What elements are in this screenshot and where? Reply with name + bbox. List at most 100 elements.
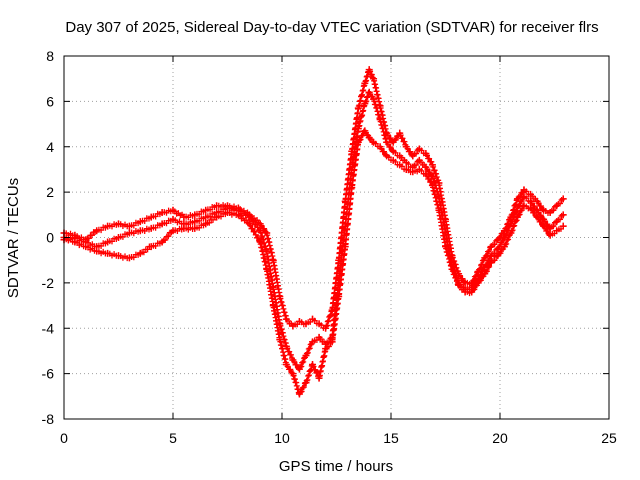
series-track-c bbox=[60, 127, 567, 398]
data-point bbox=[289, 370, 297, 378]
data-point bbox=[409, 168, 417, 176]
data-point bbox=[361, 127, 369, 135]
data-point bbox=[533, 213, 541, 221]
data-point bbox=[513, 204, 521, 212]
data-point bbox=[396, 129, 404, 137]
x-tick-label: 5 bbox=[169, 430, 177, 446]
data-point bbox=[263, 229, 271, 237]
data-point bbox=[396, 161, 404, 169]
data-point bbox=[546, 209, 554, 217]
x-tick-label: 20 bbox=[492, 430, 508, 446]
data-point bbox=[468, 288, 476, 296]
data-point bbox=[202, 220, 210, 228]
y-tick-label: 6 bbox=[46, 93, 54, 109]
data-point bbox=[115, 220, 122, 228]
data-point bbox=[282, 315, 290, 323]
data-point bbox=[115, 234, 122, 241]
data-point bbox=[422, 163, 430, 171]
data-point bbox=[256, 238, 264, 246]
data-point bbox=[295, 365, 303, 373]
data-point bbox=[82, 243, 90, 251]
data-point bbox=[461, 279, 469, 287]
data-point bbox=[428, 161, 436, 169]
data-point bbox=[428, 172, 436, 180]
data-point bbox=[409, 152, 417, 160]
data-point bbox=[263, 265, 271, 273]
data-point bbox=[520, 202, 528, 210]
data-point bbox=[328, 338, 336, 346]
data-point bbox=[435, 206, 443, 214]
data-point bbox=[513, 213, 521, 221]
data-point bbox=[289, 322, 297, 330]
data-point bbox=[540, 206, 548, 214]
data-point bbox=[309, 338, 317, 346]
data-point bbox=[302, 379, 310, 387]
data-point bbox=[125, 229, 133, 237]
data-point bbox=[422, 170, 430, 178]
data-point bbox=[93, 247, 101, 255]
data-point bbox=[191, 211, 199, 219]
data-point bbox=[494, 236, 502, 244]
y-tick-label: -8 bbox=[42, 411, 55, 427]
y-tick-label: -4 bbox=[42, 320, 55, 336]
data-point bbox=[365, 134, 373, 142]
data-point bbox=[169, 215, 177, 223]
data-point bbox=[383, 138, 391, 146]
data-point bbox=[402, 165, 410, 173]
data-point bbox=[376, 102, 384, 110]
y-tick-label: 4 bbox=[46, 139, 54, 155]
y-axis-label: SDTVAR / TECUs bbox=[5, 178, 22, 298]
data-point bbox=[442, 243, 449, 251]
data-point bbox=[341, 243, 349, 251]
data-point bbox=[527, 190, 535, 198]
data-point bbox=[553, 202, 561, 210]
data-point bbox=[415, 145, 423, 153]
data-point bbox=[71, 238, 79, 246]
data-point bbox=[376, 143, 384, 151]
x-tick-label: 0 bbox=[60, 430, 68, 446]
data-point bbox=[180, 213, 188, 221]
data-point bbox=[136, 227, 144, 235]
data-point bbox=[370, 95, 378, 103]
data-layer bbox=[60, 66, 567, 398]
y-tick-label: 2 bbox=[46, 184, 54, 200]
data-point bbox=[180, 224, 188, 232]
data-point bbox=[553, 218, 561, 226]
data-point bbox=[104, 222, 112, 230]
data-point bbox=[282, 342, 290, 350]
data-point bbox=[276, 336, 284, 344]
data-point bbox=[315, 374, 323, 382]
data-point bbox=[361, 79, 369, 87]
data-point bbox=[474, 279, 482, 287]
data-point bbox=[389, 156, 397, 164]
data-point bbox=[245, 213, 253, 221]
x-tick-label: 10 bbox=[274, 430, 290, 446]
y-tick-label: -6 bbox=[42, 366, 55, 382]
data-point bbox=[481, 254, 489, 262]
data-point bbox=[169, 227, 177, 235]
data-point bbox=[256, 227, 264, 235]
data-point bbox=[428, 181, 436, 189]
data-point bbox=[383, 152, 391, 160]
data-point bbox=[158, 220, 166, 228]
data-point bbox=[435, 179, 443, 187]
data-point bbox=[540, 222, 548, 230]
data-point bbox=[191, 218, 199, 226]
data-point bbox=[513, 195, 521, 203]
data-point bbox=[354, 125, 362, 133]
data-point bbox=[487, 258, 495, 266]
data-point bbox=[245, 220, 253, 228]
y-tick-label: 0 bbox=[46, 230, 54, 246]
data-point bbox=[315, 320, 323, 328]
tick-layer: 0 5 10 15 20 25 -8 -6 -4 -2 0 2 4 6 8 bbox=[42, 48, 617, 446]
data-point bbox=[389, 138, 397, 146]
data-point bbox=[322, 345, 330, 353]
data-point bbox=[487, 252, 495, 260]
data-point bbox=[136, 249, 144, 257]
data-point bbox=[402, 159, 410, 167]
x-tick-label: 25 bbox=[601, 430, 617, 446]
data-point bbox=[527, 197, 535, 205]
data-point bbox=[389, 147, 397, 155]
data-point bbox=[500, 243, 508, 251]
